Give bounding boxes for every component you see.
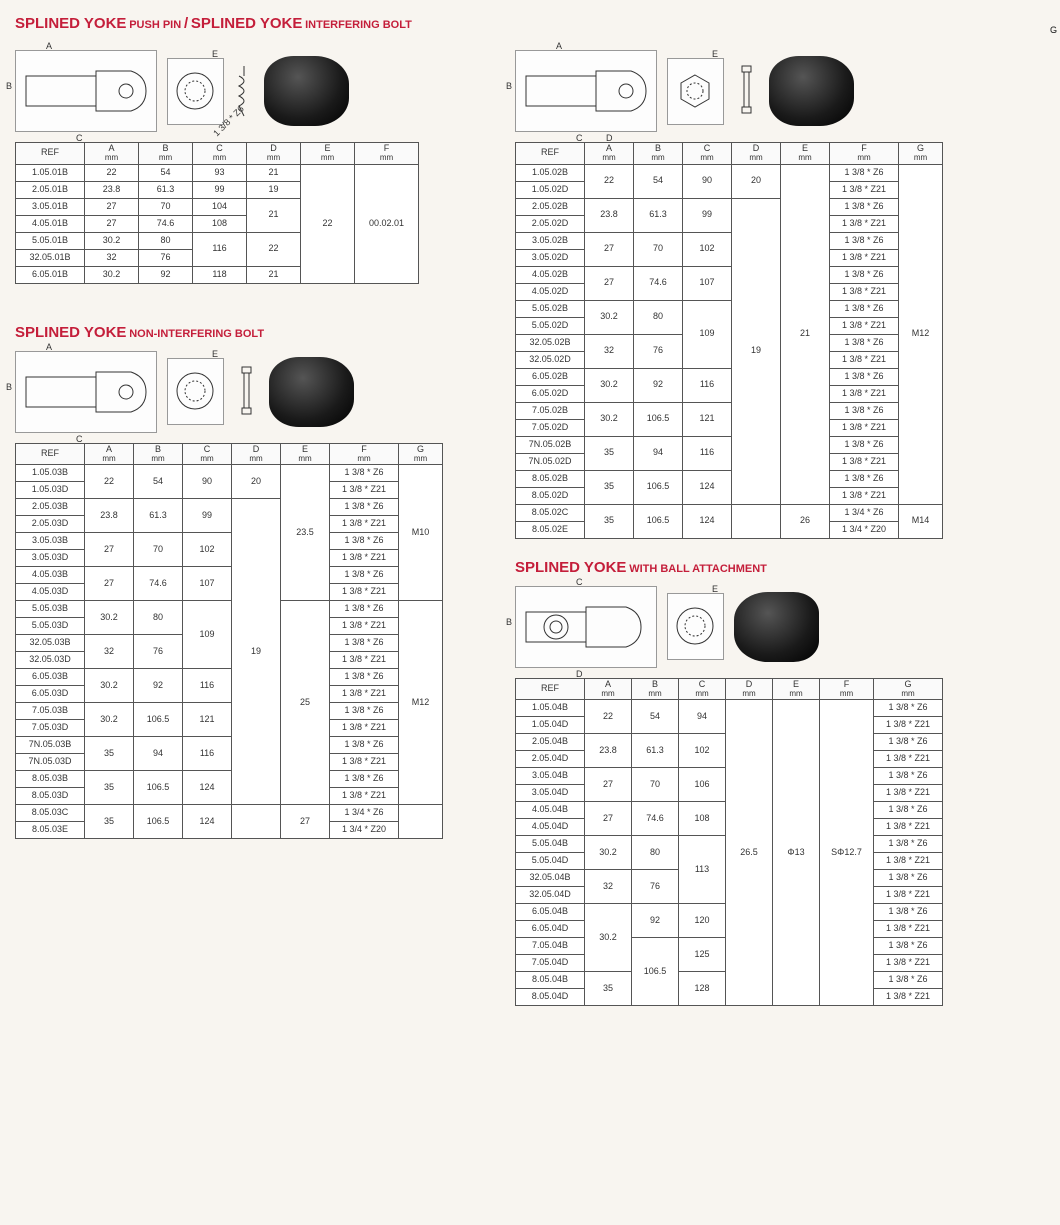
- diagram-side-view: A B C: [15, 351, 157, 433]
- title-push-pin-sub: PUSH PIN: [129, 19, 181, 31]
- title-ball-main: SPLINED YOKE: [515, 559, 626, 576]
- diagram-end-view: E: [167, 358, 224, 425]
- table-noninterfering: REF Amm Bmm Cmm Dmm Emm Fmm Gmm 1.05.03B…: [15, 443, 443, 840]
- bolt-icon: G: [734, 61, 759, 121]
- diagram-side-view: C B D: [515, 586, 657, 668]
- title-interfering-sub: INTERFERING BOLT: [305, 19, 412, 31]
- title-ball-sub: WITH BALL ATTACHMENT: [629, 563, 767, 575]
- diagram-end-hex-view: E: [667, 58, 724, 125]
- bolt-icon: G: [234, 362, 259, 422]
- part-photo-interfering: [769, 56, 854, 126]
- diagram-row-pushpin: A B C E 1 3/8 * Z6: [15, 50, 495, 132]
- diagram-row-interfering: A B C D E G: [515, 50, 1025, 132]
- title-noninterfering-main: SPLINED YOKE: [15, 324, 126, 341]
- diagram-row-ball: C B D E: [515, 586, 1025, 668]
- part-photo-noninterfering: [269, 357, 354, 427]
- part-photo-pushpin: [264, 56, 349, 126]
- diagram-side-view: A B C D: [515, 50, 657, 132]
- diagram-end-view: E: [667, 593, 724, 660]
- table-ball: REF Amm Bmm Cmm Dmm Emm Fmm Gmm 1.05.04B…: [515, 678, 943, 1007]
- title-push-pin-main: SPLINED YOKE: [15, 15, 126, 32]
- diagram-end-view: E 1 3/8 * Z6: [167, 58, 224, 125]
- part-photo-ball: [734, 592, 819, 662]
- title-noninterfering-sub: NON-INTERFERING BOLT: [129, 328, 264, 340]
- table-interfering: REF Amm Bmm Cmm Dmm Emm Fmm Gmm 1.05.02B…: [515, 142, 943, 539]
- table-pushpin: REF Amm Bmm Cmm Dmm Emm Fmm 1.05.01B2254…: [15, 142, 419, 284]
- diagram-row-noninterfering: A B C E G: [15, 351, 495, 433]
- title-interfering-main: SPLINED YOKE: [191, 15, 302, 32]
- title-sep: /: [184, 15, 188, 32]
- diagram-side-view: A B C: [15, 50, 157, 132]
